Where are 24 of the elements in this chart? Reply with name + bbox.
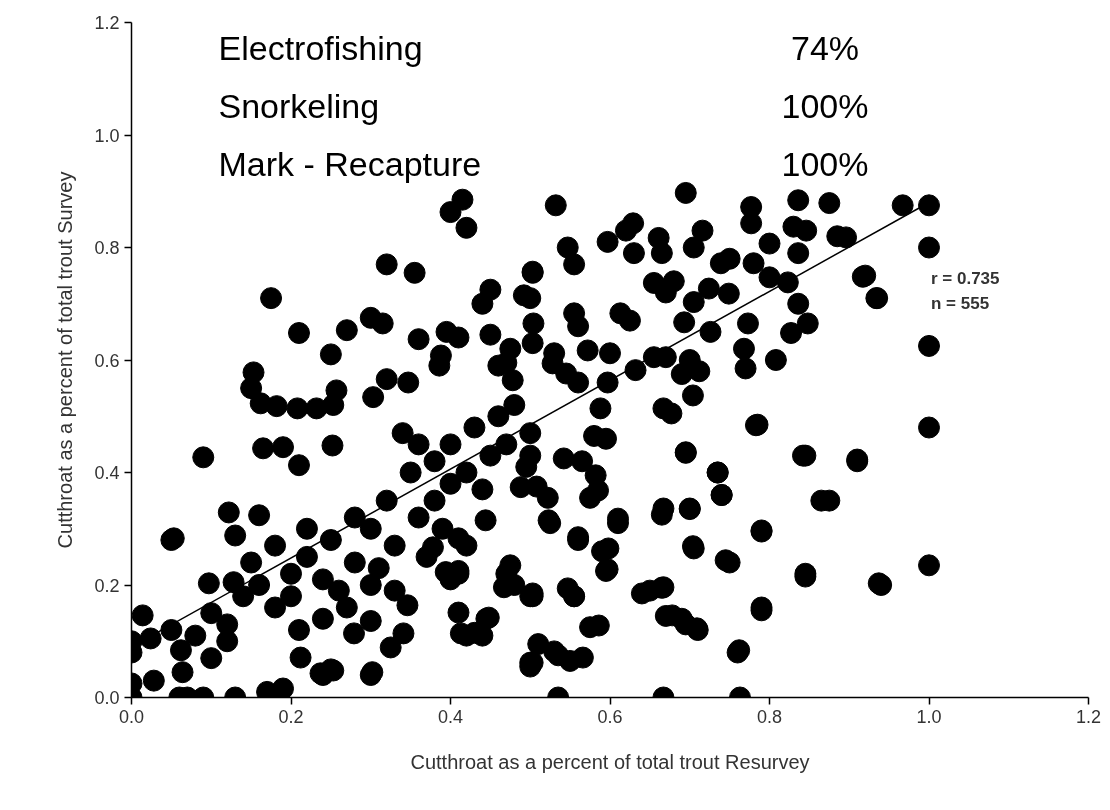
y-axis-title: Cutthroat as a percent of total trout Survey <box>54 171 77 549</box>
x-tick-label: 0.2 <box>278 706 304 727</box>
annotation: 74% <box>790 28 860 67</box>
x-tick-label: 0.4 <box>437 706 464 727</box>
annotation: 100% <box>781 86 869 125</box>
y-tick-label: 0.6 <box>94 350 120 371</box>
annotation: 100% <box>781 144 869 183</box>
y-tick-label: 0.0 <box>94 688 120 708</box>
y-tick-label: 0.2 <box>94 575 120 596</box>
y-tick-label: 0.8 <box>94 238 120 258</box>
y-tick-label: 0.4 <box>94 463 120 483</box>
x-tick-label: 0.6 <box>597 706 623 727</box>
x-tick-label: 1.0 <box>916 706 942 727</box>
x-tick-label: 1.2 <box>1075 706 1102 727</box>
annotation: Mark - Recapture <box>218 144 482 183</box>
annotation: n = 555 <box>931 294 990 314</box>
annotation: Electrofishing <box>218 28 423 67</box>
annotation: Snorkeling <box>218 86 380 125</box>
x-tick-label: 0.0 <box>118 706 145 727</box>
annotation: r = 0.735 <box>931 268 1000 288</box>
y-tick-label: 1.2 <box>94 13 120 33</box>
x-tick-label: 0.8 <box>756 706 783 727</box>
y-tick-label: 1.0 <box>94 125 120 146</box>
x-axis-title: Cutthroat as a percent of total trout Resurvey <box>410 750 810 773</box>
